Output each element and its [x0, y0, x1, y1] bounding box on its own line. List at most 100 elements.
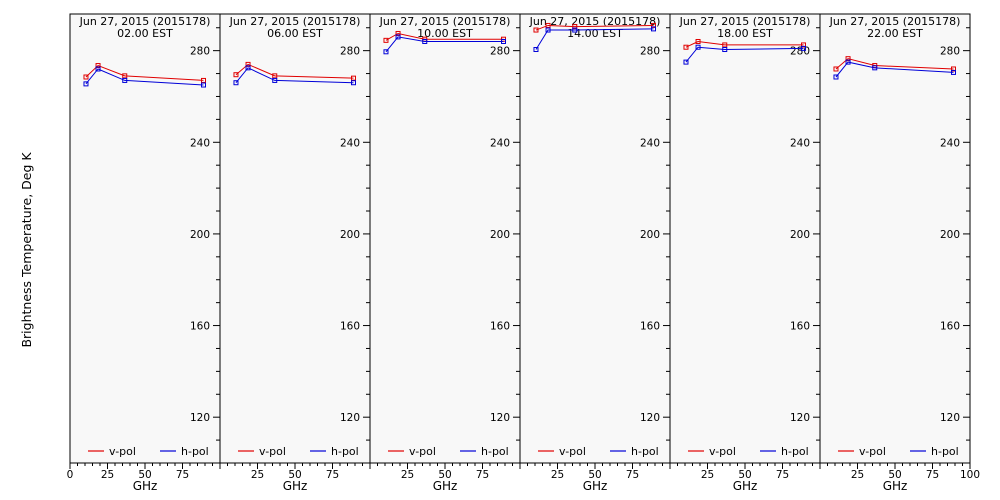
panel-frame	[519, 13, 671, 464]
panel-subtitle: 02.00 EST	[117, 27, 173, 40]
x-tick-label: 50	[738, 469, 751, 481]
series-line-v-pol	[835, 58, 954, 70]
data-point-v-pol	[233, 72, 239, 78]
data-point-h-pol	[951, 69, 956, 75]
x-tick-label: 50	[438, 469, 451, 481]
panel-title: Jun 27, 2015 (2015178)	[379, 15, 511, 28]
data-point-h-pol	[272, 77, 278, 83]
data-point-v-pol	[122, 73, 128, 79]
data-point-v-pol	[683, 44, 689, 50]
data-point-h-pol	[395, 34, 401, 40]
data-point-h-pol	[722, 47, 728, 53]
data-point-h-pol	[545, 27, 551, 33]
series-line-v-pol	[685, 40, 804, 48]
y-tick-label: 120	[490, 412, 510, 424]
series-line-v-pol	[85, 64, 204, 81]
panel-subtitle: 10.00 EST	[417, 27, 473, 40]
panel-title: Jun 27, 2015 (2015178)	[529, 15, 661, 28]
x-tick-label: 25	[551, 469, 564, 481]
series-line-h-pol	[835, 61, 954, 78]
y-tick-label: 240	[190, 137, 210, 149]
data-point-h-pol	[845, 59, 851, 65]
y-tick-label: 120	[640, 412, 660, 424]
data-point-v-pol	[572, 24, 578, 30]
data-point-v-pol	[533, 27, 539, 33]
panel-title: Jun 27, 2015 (2015178)	[229, 15, 361, 28]
legend-label-v-pol: v-pol	[259, 445, 286, 458]
x-tick-label: 100	[960, 469, 980, 481]
x-tick-label: 75	[326, 469, 339, 481]
data-point-v-pol	[351, 75, 356, 81]
y-tick-label: 160	[340, 321, 360, 333]
data-point-v-pol	[395, 30, 401, 36]
x-axis-label: GHz	[583, 479, 608, 493]
y-tick-label: 120	[340, 412, 360, 424]
y-tick-label: 120	[190, 412, 210, 424]
x-tick-label: 75	[476, 469, 489, 481]
panel-subtitle: 06.00 EST	[267, 27, 323, 40]
y-tick-label: 160	[640, 321, 660, 333]
y-tick-label: 200	[490, 229, 510, 241]
y-tick-label: 240	[490, 137, 510, 149]
data-point-v-pol	[201, 77, 206, 83]
data-point-h-pol	[422, 38, 428, 44]
panel-subtitle: 22.00 EST	[867, 27, 923, 40]
x-tick-label: 25	[251, 469, 264, 481]
x-tick-label: 50	[138, 469, 151, 481]
data-point-v-pol	[651, 22, 656, 28]
data-point-v-pol	[245, 61, 251, 67]
data-point-h-pol	[501, 38, 506, 44]
legend-label-v-pol: v-pol	[859, 445, 886, 458]
y-tick-label: 280	[190, 46, 210, 58]
panel-frame	[369, 13, 521, 464]
legend-label-v-pol: v-pol	[559, 445, 586, 458]
panel-3: Jun 27, 2015 (2015178)10.00 EST 120 160 200…	[369, 13, 521, 493]
x-tick-label: 75	[176, 469, 189, 481]
x-tick-label: 50	[588, 469, 601, 481]
legend-label-h-pol: h-pol	[181, 445, 209, 458]
x-tick-label: 50	[288, 469, 301, 481]
data-point-h-pol	[201, 82, 206, 88]
data-point-h-pol	[351, 80, 356, 86]
y-tick-label: 280	[640, 46, 660, 58]
y-tick-label: 280	[940, 46, 960, 58]
data-point-v-pol	[83, 74, 89, 80]
data-point-h-pol	[383, 49, 389, 55]
data-point-h-pol	[651, 26, 656, 32]
x-tick-label: 50	[888, 469, 901, 481]
data-point-v-pol	[722, 42, 728, 48]
y-tick-label: 240	[640, 137, 660, 149]
data-point-v-pol	[833, 66, 839, 72]
data-point-h-pol	[245, 65, 251, 71]
series-line-h-pol	[685, 46, 804, 63]
x-axis-label: GHz	[883, 479, 908, 493]
panel-frame	[669, 13, 821, 464]
x-tick-label: 75	[626, 469, 639, 481]
y-tick-label: 200	[190, 229, 210, 241]
data-point-h-pol	[122, 77, 128, 83]
panel-frame	[69, 13, 221, 464]
data-point-h-pol	[695, 44, 701, 50]
data-point-v-pol	[845, 56, 851, 62]
y-tick-label: 280	[790, 46, 810, 58]
y-tick-label: 200	[640, 229, 660, 241]
series-line-h-pol	[385, 36, 504, 53]
x-tick-label: 0	[67, 469, 74, 481]
data-point-h-pol	[95, 66, 101, 72]
panel-6: Jun 27, 2015 (2015178)22.00 EST 120 160 200…	[819, 13, 980, 493]
legend-label-v-pol: v-pol	[409, 445, 436, 458]
x-tick-label: 25	[401, 469, 414, 481]
data-point-v-pol	[695, 38, 701, 44]
y-axis-label: Brightness Temperature, Deg K	[19, 152, 34, 348]
series-line-h-pol	[85, 68, 204, 86]
y-tick-label: 280	[340, 46, 360, 58]
legend-label-h-pol: h-pol	[781, 445, 809, 458]
y-tick-label: 160	[790, 321, 810, 333]
x-tick-label: 75	[776, 469, 789, 481]
y-tick-label: 240	[940, 137, 960, 149]
series-line-v-pol	[535, 24, 654, 31]
panel-5: Jun 27, 2015 (2015178)18.00 EST 120 160 200…	[669, 13, 821, 493]
y-tick-label: 160	[490, 321, 510, 333]
panel-1: Jun 27, 2015 (2015178)02.00 EST 120 160 200…	[67, 13, 221, 493]
